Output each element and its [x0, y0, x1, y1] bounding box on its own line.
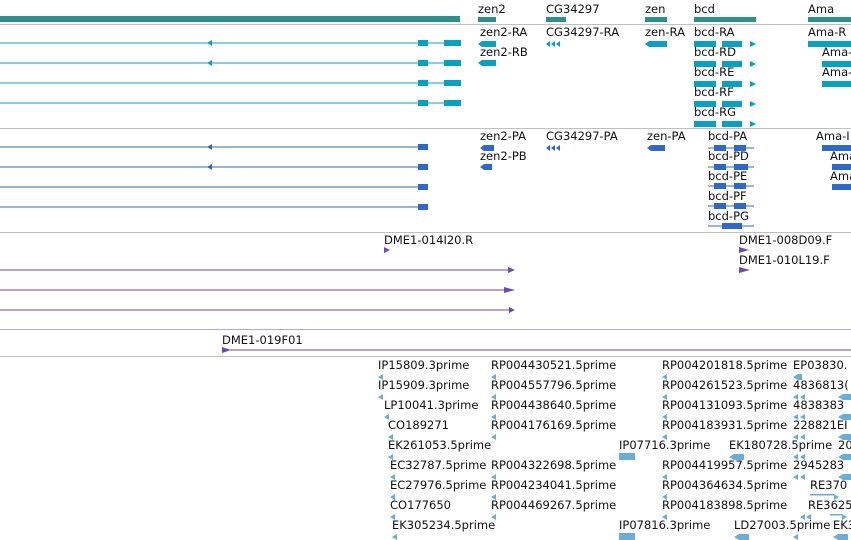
est-label[interactable]: 4836813(	[793, 378, 849, 392]
gene-glyph[interactable]	[645, 17, 667, 22]
est-label[interactable]: RP004469267.5prime	[491, 498, 617, 512]
gene-label[interactable]: bcd	[694, 2, 715, 16]
track-divider	[0, 232, 851, 233]
cds-label[interactable]: Ama	[830, 149, 851, 163]
cds-label[interactable]: bcd-PA	[708, 129, 748, 143]
est-label[interactable]: 20	[838, 438, 851, 452]
est-label[interactable]: EK261053.5prime	[388, 438, 492, 452]
cds-label[interactable]: bcd-PD	[708, 149, 749, 163]
cds-track: zen2-PA zen2-PB CG34297-PA zen-PA bcd-PA…	[0, 129, 851, 232]
cds-label[interactable]: CG34297-PA	[546, 129, 618, 143]
est-label[interactable]: CO189271	[388, 418, 449, 432]
cds-label[interactable]: zen-PA	[647, 129, 686, 143]
est-label[interactable]: 4838383	[793, 398, 845, 412]
track-divider	[0, 356, 851, 357]
transcript-label[interactable]: zen2-RB	[480, 45, 528, 59]
est-label[interactable]: IP15909.3prime	[378, 378, 470, 392]
est-label[interactable]: 228821EI	[793, 418, 848, 432]
est-label[interactable]: RP004419957.5prime	[662, 458, 788, 472]
est-track: IP15809.3prime RP004430521.5prime RP0042…	[0, 357, 851, 540]
cds-label[interactable]: bcd-PF	[708, 189, 747, 203]
est-label[interactable]: RP004176169.5prime	[491, 418, 617, 432]
clone-label[interactable]: DME1-008D09.F	[739, 233, 833, 247]
est-label[interactable]: EC27976.5prime	[390, 478, 487, 492]
est-label[interactable]: 2945283	[793, 458, 845, 472]
cds-label[interactable]: bcd-PE	[708, 169, 748, 183]
est-label[interactable]: LD27003.5prime	[734, 518, 831, 532]
est-label[interactable]: LP10041.3prime	[384, 398, 479, 412]
est-label[interactable]: RP004131093.5prime	[662, 398, 788, 412]
est-label[interactable]: EK180728.5prime	[729, 438, 833, 452]
transcript-label[interactable]: bcd-RF	[694, 85, 734, 99]
gene-label[interactable]: zen	[645, 2, 666, 16]
clone-end-track: DME1-014I20.R DME1-008D09.F DME1-010L19.…	[0, 233, 851, 330]
est-label[interactable]: IP07816.3prime	[619, 518, 711, 532]
gene-label[interactable]: zen2	[478, 2, 506, 16]
est-label[interactable]: RE370	[810, 478, 848, 492]
est-label[interactable]: RP004183898.5prime	[662, 498, 788, 512]
transcript-label[interactable]: Ama-	[822, 45, 851, 59]
est-label[interactable]: RP004234041.5prime	[491, 478, 617, 492]
transcript-label[interactable]: zen2-RA	[480, 25, 528, 39]
est-label[interactable]: RE3625	[808, 498, 851, 512]
transcript-label[interactable]: bcd-RG	[694, 105, 736, 119]
cds-label[interactable]: zen2-PB	[480, 149, 527, 163]
est-label[interactable]: RP004430521.5prime	[491, 358, 617, 372]
transcript-label[interactable]: bcd-RE	[694, 65, 735, 79]
gene-label[interactable]: CG34297	[546, 2, 600, 16]
est-label[interactable]: RP004438640.5prime	[491, 398, 617, 412]
gene-track: zen2 CG34297 zen bcd Ama	[0, 0, 851, 24]
est-label[interactable]: IP15809.3prime	[378, 358, 470, 372]
transcript-label[interactable]: Ama-R	[808, 25, 847, 39]
est-label[interactable]: RP004364634.5prime	[662, 478, 788, 492]
transcript-label[interactable]: Ama-	[822, 65, 851, 79]
track-divider	[0, 24, 851, 25]
transcript-label[interactable]: zen-RA	[645, 25, 685, 39]
est-label[interactable]: RP004557796.5prime	[491, 378, 617, 392]
clone-label[interactable]: DME1-010L19.F	[739, 253, 830, 267]
cds-label[interactable]: bcd-PG	[708, 209, 749, 223]
transcript-track: zen2-RA zen2-RB CG34297-RA zen-RA bcd-RA…	[0, 25, 851, 128]
cds-label[interactable]: zen2-PA	[480, 129, 526, 143]
est-label[interactable]: EP03830.	[793, 358, 848, 372]
est-label[interactable]: RP004322698.5prime	[491, 458, 617, 472]
est-label[interactable]: CO177650	[390, 498, 451, 512]
gene-glyph[interactable]	[478, 17, 496, 22]
est-label[interactable]: RP004201818.5prime	[662, 358, 788, 372]
gene-glyph[interactable]	[808, 17, 851, 22]
cds-label[interactable]: Ama-I	[816, 129, 850, 143]
gene-label[interactable]: Ama	[808, 2, 835, 16]
clone-label[interactable]: DME1-019F01	[222, 333, 303, 347]
transcript-label[interactable]: bcd-RD	[694, 45, 736, 59]
est-label[interactable]: RP004183931.5prime	[662, 418, 788, 432]
cds-label[interactable]: Ama	[830, 169, 851, 183]
gene-glyph[interactable]	[546, 17, 566, 22]
est-label[interactable]: EK3	[833, 518, 851, 532]
clone-label[interactable]: DME1-014I20.R	[384, 233, 474, 247]
est-label[interactable]: IP07716.3prime	[619, 438, 711, 452]
est-label[interactable]: EK305234.5prime	[392, 518, 496, 532]
track-divider	[0, 128, 851, 129]
transcript-label[interactable]: CG34297-RA	[546, 25, 620, 39]
est-label[interactable]: EC32787.5prime	[390, 458, 487, 472]
clone-track-2: DME1-019F01	[0, 330, 851, 356]
transcript-label[interactable]: bcd-RA	[694, 25, 735, 39]
est-label[interactable]: RP004261523.5prime	[662, 378, 788, 392]
gene-glyph[interactable]	[694, 17, 756, 22]
gene-glyph[interactable]	[0, 16, 460, 22]
